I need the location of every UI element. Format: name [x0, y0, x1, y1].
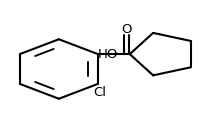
Text: O: O [121, 23, 132, 36]
Text: HO: HO [98, 48, 119, 61]
Text: Cl: Cl [94, 86, 106, 99]
